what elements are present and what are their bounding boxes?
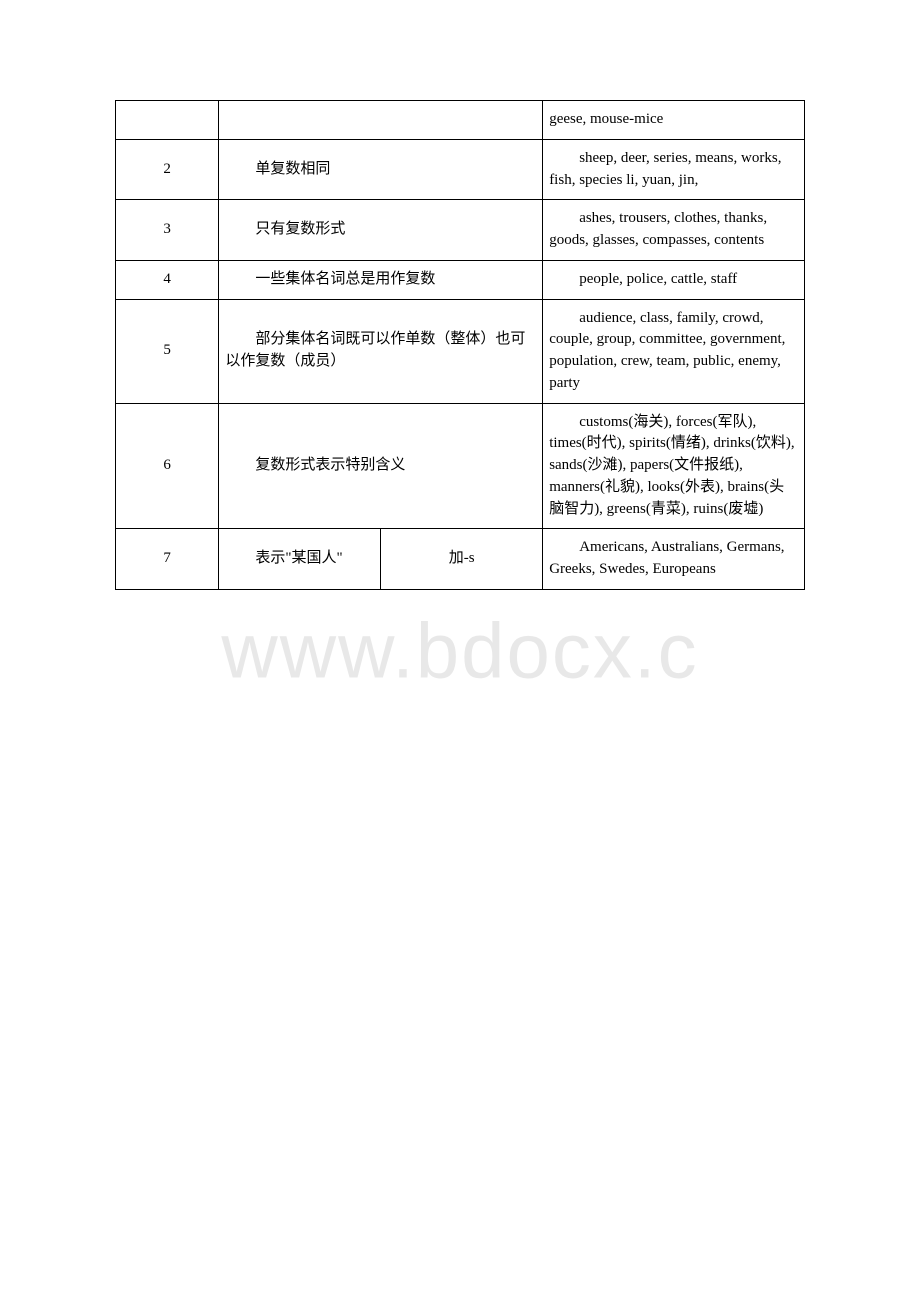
document-content: geese, mouse-mice 2 单复数相同 sheep, deer, s… — [115, 100, 805, 590]
cell-rule: 单复数相同 — [219, 139, 543, 200]
rule-text: 单复数相同 — [225, 159, 536, 181]
cell-examples: ashes, trousers, clothes, thanks, goods,… — [543, 200, 805, 261]
examples-text: sheep, deer, series, means, works, fish,… — [549, 148, 798, 192]
cell-examples: geese, mouse-mice — [543, 101, 805, 140]
examples-text: Americans, Australians, Germans, Greeks,… — [549, 537, 798, 581]
cell-rule — [219, 101, 543, 140]
table-row: 5 部分集体名词既可以作单数（整体）也可以作复数（成员） audience, c… — [116, 299, 805, 403]
table-row: 7 表示"某国人" 加-s Americans, Australians, Ge… — [116, 529, 805, 590]
cell-num: 2 — [116, 139, 219, 200]
rule-text: 部分集体名词既可以作单数（整体）也可以作复数（成员） — [225, 329, 536, 373]
cell-examples: people, police, cattle, staff — [543, 260, 805, 299]
cell-num: 4 — [116, 260, 219, 299]
rule-text: 只有复数形式 — [225, 219, 536, 241]
examples-text: geese, mouse-mice — [549, 111, 663, 127]
table-row: 2 单复数相同 sheep, deer, series, means, work… — [116, 139, 805, 200]
table-row: 4 一些集体名词总是用作复数 people, police, cattle, s… — [116, 260, 805, 299]
table-body: geese, mouse-mice 2 单复数相同 sheep, deer, s… — [116, 101, 805, 590]
examples-text: audience, class, family, crowd, couple, … — [549, 308, 798, 395]
grammar-table: geese, mouse-mice 2 单复数相同 sheep, deer, s… — [115, 100, 805, 590]
cell-rule: 复数形式表示特别含义 — [219, 403, 543, 529]
cell-rule: 一些集体名词总是用作复数 — [219, 260, 543, 299]
cell-rule: 部分集体名词既可以作单数（整体）也可以作复数（成员） — [219, 299, 543, 403]
cell-num: 6 — [116, 403, 219, 529]
table-row: 6 复数形式表示特别含义 customs(海关), forces(军队), ti… — [116, 403, 805, 529]
cell-rule: 只有复数形式 — [219, 200, 543, 261]
rule-text: 复数形式表示特别含义 — [225, 455, 536, 477]
cell-examples: Americans, Australians, Germans, Greeks,… — [543, 529, 805, 590]
examples-text: people, police, cattle, staff — [549, 269, 798, 291]
watermark-text: www.bdocx.c — [221, 606, 698, 697]
rule-text: 表示"某国人" — [225, 548, 374, 570]
cell-examples: customs(海关), forces(军队), times(时代), spir… — [543, 403, 805, 529]
cell-examples: sheep, deer, series, means, works, fish,… — [543, 139, 805, 200]
cell-examples: audience, class, family, crowd, couple, … — [543, 299, 805, 403]
rule-text: 一些集体名词总是用作复数 — [225, 269, 536, 291]
examples-text: ashes, trousers, clothes, thanks, goods,… — [549, 208, 798, 252]
cell-num: 7 — [116, 529, 219, 590]
cell-num: 3 — [116, 200, 219, 261]
cell-num: 5 — [116, 299, 219, 403]
table-row: 3 只有复数形式 ashes, trousers, clothes, thank… — [116, 200, 805, 261]
cell-num — [116, 101, 219, 140]
cell-sub: 加-s — [381, 529, 543, 590]
cell-rule: 表示"某国人" — [219, 529, 381, 590]
table-row: geese, mouse-mice — [116, 101, 805, 140]
examples-text: customs(海关), forces(军队), times(时代), spir… — [549, 412, 798, 521]
